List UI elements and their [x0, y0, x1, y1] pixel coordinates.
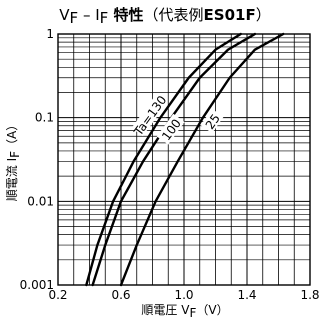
series-label-bg	[156, 113, 185, 145]
y-axis-label: 順電流 IF（A）	[5, 119, 22, 201]
series-line	[91, 32, 257, 287]
y-tick-label: 0.01	[27, 194, 54, 208]
series-line	[85, 32, 242, 287]
x-axis-label-sub: F	[189, 306, 196, 320]
x-tick-label: 0.6	[111, 288, 130, 302]
series-label-bg	[131, 93, 168, 137]
title-model: ES01F	[204, 6, 256, 24]
x-tick-label: 1.0	[174, 288, 193, 302]
y-axis-label-unit: （A）	[5, 119, 19, 151]
y-tick-label: 0.001	[20, 278, 54, 292]
title-paren-text: （代表例	[144, 6, 204, 24]
frame-group	[57, 33, 311, 286]
series-label-group: 25	[200, 108, 224, 134]
x-axis-label-main: 順電圧 V	[141, 303, 190, 317]
title-dash: – I	[78, 6, 99, 24]
series-line	[119, 32, 285, 287]
y-tick-label: 1	[46, 27, 54, 41]
chart-title: VF – IF 特性（代表例ES01F）	[59, 6, 270, 27]
y-tick-label: 0.1	[35, 111, 54, 125]
title-prefix-sub: F	[70, 9, 79, 27]
title-close: ）	[256, 6, 271, 24]
y-axis-label-main: 順電流 I	[5, 158, 19, 201]
x-axis-label: 順電圧 VF（V）	[141, 303, 228, 320]
ticks-group: 0.2 0.6 1.0 1.4 1.8 0.001 0.01 0.1 1	[20, 27, 320, 302]
curves-group	[85, 32, 285, 287]
plot-frame	[57, 33, 311, 286]
title-mid-sub: F	[100, 9, 109, 27]
series-label-bg	[200, 108, 224, 134]
x-axis-label-unit: （V）	[196, 303, 228, 317]
x-tick-label: 1.8	[300, 288, 319, 302]
x-tick-label: 0.2	[48, 288, 67, 302]
title-prefix: V	[59, 6, 70, 24]
y-axis-label-sub: F	[8, 151, 22, 158]
x-tick-label: 1.4	[237, 288, 256, 302]
title-bold-label: 特性	[108, 6, 143, 24]
